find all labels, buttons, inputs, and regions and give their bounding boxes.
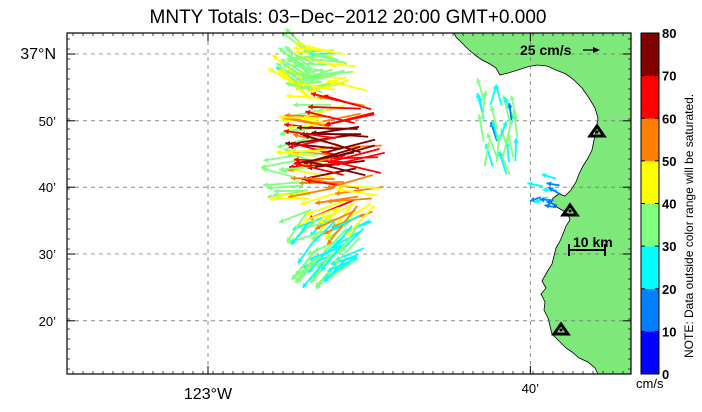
colorbar-tick-label: 60 <box>662 111 676 126</box>
y-tick-label: 20’ <box>39 314 56 329</box>
colorbar-tick-label: 30 <box>662 239 676 254</box>
y-tick-label: 40’ <box>39 180 56 195</box>
colorbar-segment <box>641 161 659 204</box>
x-tick-label: 123°W <box>184 386 233 403</box>
y-tick-label: 37°N <box>20 46 56 63</box>
x-tick-label: 40’ <box>522 381 539 396</box>
colorbar-tick-label: 40 <box>662 197 676 212</box>
y-tick-label: 30’ <box>39 247 56 262</box>
map-ocean-background <box>67 33 631 374</box>
y-tick-label: 50’ <box>39 114 56 129</box>
colorbar-tick-label: 80 <box>662 26 676 41</box>
colorbar-segment <box>641 246 659 289</box>
colorbar-segment <box>641 204 659 247</box>
colorbar-segment <box>641 289 659 332</box>
scale-bar-label: 10 km <box>573 234 613 250</box>
colorbar-segment <box>641 331 659 374</box>
colorbar-segment <box>641 33 659 76</box>
colorbar-segment <box>641 118 659 161</box>
colorbar-tick-label: 20 <box>662 282 676 297</box>
colorbar-saturation-note: NOTE: Data outside color range will be s… <box>682 94 696 358</box>
colorbar-tick-label: 10 <box>662 324 676 339</box>
colorbar-segment <box>641 76 659 119</box>
colorbar-tick-label: 50 <box>662 154 676 169</box>
colorbar-tick-label: 70 <box>662 69 676 84</box>
reference-arrow-label: 25 cm/s <box>520 42 572 58</box>
figure-title: MNTY Totals: 03−Dec−2012 20:00 GMT+0.000 <box>150 7 547 28</box>
colorbar-unit-label: cm/s <box>636 376 664 391</box>
